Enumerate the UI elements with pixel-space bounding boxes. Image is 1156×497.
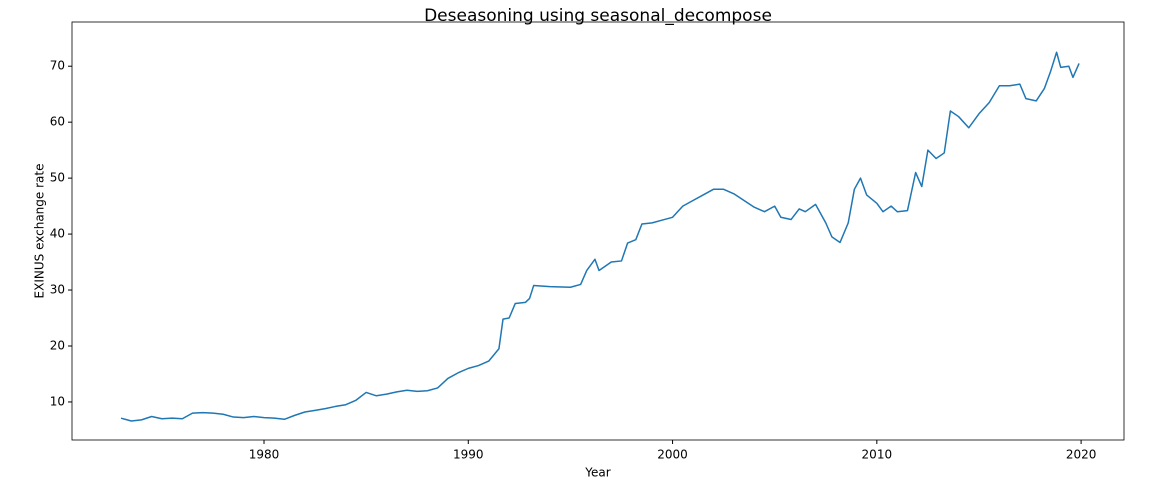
y-tick-label: 60 xyxy=(50,115,65,129)
plot-frame xyxy=(71,21,1125,441)
chart-title: Deseasoning using seasonal_decompose xyxy=(424,6,772,26)
y-tick-label: 40 xyxy=(50,227,65,241)
x-tick-label: 1990 xyxy=(453,448,484,462)
y-axis-label: EXINUS exchange rate xyxy=(33,164,47,299)
data-line xyxy=(120,51,1080,422)
x-tick-label: 2000 xyxy=(657,448,688,462)
y-tick-label: 50 xyxy=(50,171,65,185)
x-tick-label: 2020 xyxy=(1066,448,1097,462)
x-tick-label: 2010 xyxy=(862,448,893,462)
y-tick-label: 10 xyxy=(50,394,65,408)
y-tick-label: 70 xyxy=(50,59,65,73)
y-tick-label: 30 xyxy=(50,283,65,297)
x-axis-label: Year xyxy=(584,466,610,480)
y-tick-label: 20 xyxy=(50,338,65,352)
x-tick-label: 1980 xyxy=(249,448,280,462)
